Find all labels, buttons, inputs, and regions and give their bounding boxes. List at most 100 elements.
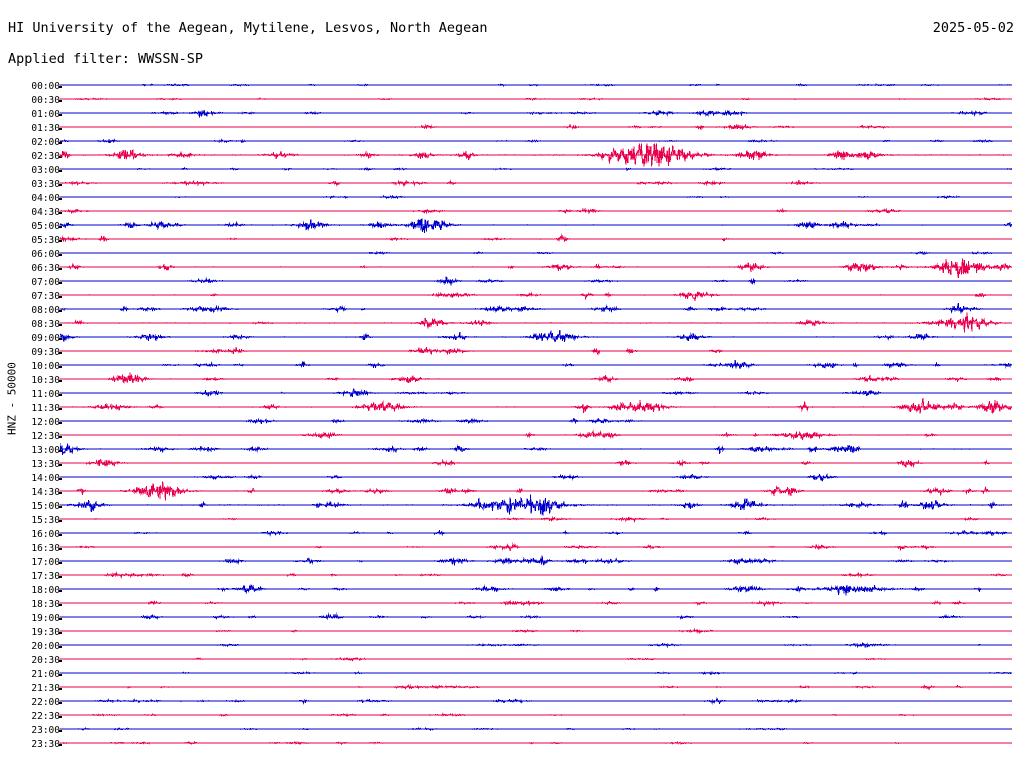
- axis-tick: [59, 281, 62, 284]
- seismogram-trace: [60, 493, 1012, 517]
- axis-tick: [59, 99, 62, 102]
- trace-time-label: 07:00: [31, 277, 60, 288]
- trace-time-label: 00:00: [31, 81, 60, 92]
- seismogram-trace: [60, 703, 1012, 727]
- axis-tick: [59, 127, 62, 130]
- filter-label: Applied filter: WWSSN-SP: [8, 51, 204, 67]
- seismogram-trace: [60, 605, 1012, 629]
- axis-tick: [59, 715, 62, 718]
- seismogram-trace: [60, 129, 1012, 153]
- seismogram-trace: [60, 185, 1012, 209]
- seismogram-trace: [60, 213, 1012, 237]
- axis-tick: [59, 575, 62, 578]
- seismogram-trace: [60, 339, 1012, 363]
- trace-row: 21:30: [0, 684, 1024, 699]
- trace-row: 23:00: [0, 726, 1024, 741]
- trace-time-label: 00:30: [31, 95, 60, 106]
- trace-row: 22:30: [0, 712, 1024, 727]
- seismogram-trace: [60, 409, 1012, 433]
- seismogram-trace: [60, 647, 1012, 671]
- axis-tick: [59, 421, 62, 424]
- trace-time-label: 18:00: [31, 585, 60, 596]
- trace-row: 23:30: [0, 740, 1024, 755]
- axis-tick: [59, 239, 62, 242]
- helicorder-plot: 00:00 00:30 01:00 01:30 02:00 02:30 03:00 03:30…: [0, 80, 1024, 780]
- trace-row: 17:00: [0, 555, 1024, 573]
- trace-time-label: 16:30: [31, 543, 60, 554]
- trace-time-label: 12:00: [31, 417, 60, 428]
- axis-tick: [59, 617, 62, 620]
- trace-row: 18:00: [0, 584, 1024, 601]
- axis-tick: [59, 435, 62, 438]
- trace-time-label: 20:00: [31, 641, 60, 652]
- trace-row: 05:30: [0, 233, 1024, 251]
- trace-time-label: 01:00: [31, 109, 60, 120]
- axis-tick: [59, 477, 62, 480]
- axis-tick: [59, 491, 62, 494]
- axis-tick: [59, 505, 62, 508]
- trace-row: 20:00: [0, 642, 1024, 657]
- seismogram-trace: [60, 563, 1012, 587]
- trace-row: 10:30: [0, 372, 1024, 391]
- axis-tick: [59, 169, 62, 172]
- seismogram-trace: [60, 521, 1012, 545]
- seismogram-trace: [60, 367, 1012, 391]
- trace-row: 09:30: [0, 346, 1024, 363]
- seismogram-trace: [60, 507, 1012, 531]
- axis-tick: [59, 337, 62, 340]
- trace-time-label: 20:30: [31, 655, 60, 666]
- trace-time-label: 21:00: [31, 669, 60, 680]
- trace-time-label: 01:30: [31, 123, 60, 134]
- trace-row: 05:00: [0, 218, 1024, 237]
- trace-row: 02:30: [0, 143, 1024, 167]
- seismogram-trace: [60, 227, 1012, 251]
- seismogram-trace: [60, 157, 1012, 181]
- axis-tick: [59, 631, 62, 634]
- axis-tick: [59, 85, 62, 88]
- trace-time-label: 04:00: [31, 193, 60, 204]
- trace-row: 01:00: [0, 109, 1024, 125]
- trace-time-label: 06:00: [31, 249, 60, 260]
- trace-row: 19:30: [0, 627, 1024, 643]
- seismogram-trace: [60, 395, 1012, 419]
- seismogram-trace: [60, 269, 1012, 293]
- axis-tick: [59, 225, 62, 228]
- seismogram-trace: [60, 689, 1012, 713]
- seismogram-trace: [60, 143, 1012, 167]
- seismogram-trace: [60, 241, 1012, 265]
- axis-tick: [59, 463, 62, 466]
- trace-row: 22:00: [0, 697, 1024, 713]
- trace-row: 21:00: [0, 670, 1024, 685]
- trace-time-label: 09:00: [31, 333, 60, 344]
- trace-row: 07:30: [0, 291, 1024, 307]
- trace-time-label: 14:30: [31, 487, 60, 498]
- seismogram-trace: [60, 437, 1012, 461]
- trace-row: 03:30: [0, 179, 1024, 195]
- trace-time-label: 08:30: [31, 319, 60, 330]
- page-title: HI University of the Aegean, Mytilene, L…: [8, 20, 488, 36]
- axis-tick: [59, 589, 62, 592]
- trace-time-label: 13:30: [31, 459, 60, 470]
- trace-row: 04:00: [0, 194, 1024, 209]
- trace-time-label: 11:00: [31, 389, 60, 400]
- trace-time-label: 08:00: [31, 305, 60, 316]
- axis-tick: [59, 533, 62, 536]
- trace-row: 11:00: [0, 387, 1024, 405]
- trace-time-label: 13:00: [31, 445, 60, 456]
- trace-time-label: 22:30: [31, 711, 60, 722]
- trace-row: 20:30: [0, 656, 1024, 671]
- trace-row: 15:30: [0, 516, 1024, 531]
- seismogram-trace: [60, 297, 1012, 321]
- trace-row: 00:30: [0, 96, 1024, 111]
- trace-row: 11:30: [0, 397, 1024, 419]
- axis-tick: [59, 407, 62, 410]
- seismogram-trace: [60, 87, 1012, 111]
- trace-row: 12:30: [0, 429, 1024, 447]
- trace-row: 17:30: [0, 571, 1024, 587]
- trace-row: 01:30: [0, 123, 1024, 139]
- axis-tick: [59, 323, 62, 326]
- trace-row: 12:00: [0, 417, 1024, 433]
- axis-tick: [59, 659, 62, 662]
- seismogram-trace: [60, 115, 1012, 139]
- trace-row: 16:00: [0, 529, 1024, 545]
